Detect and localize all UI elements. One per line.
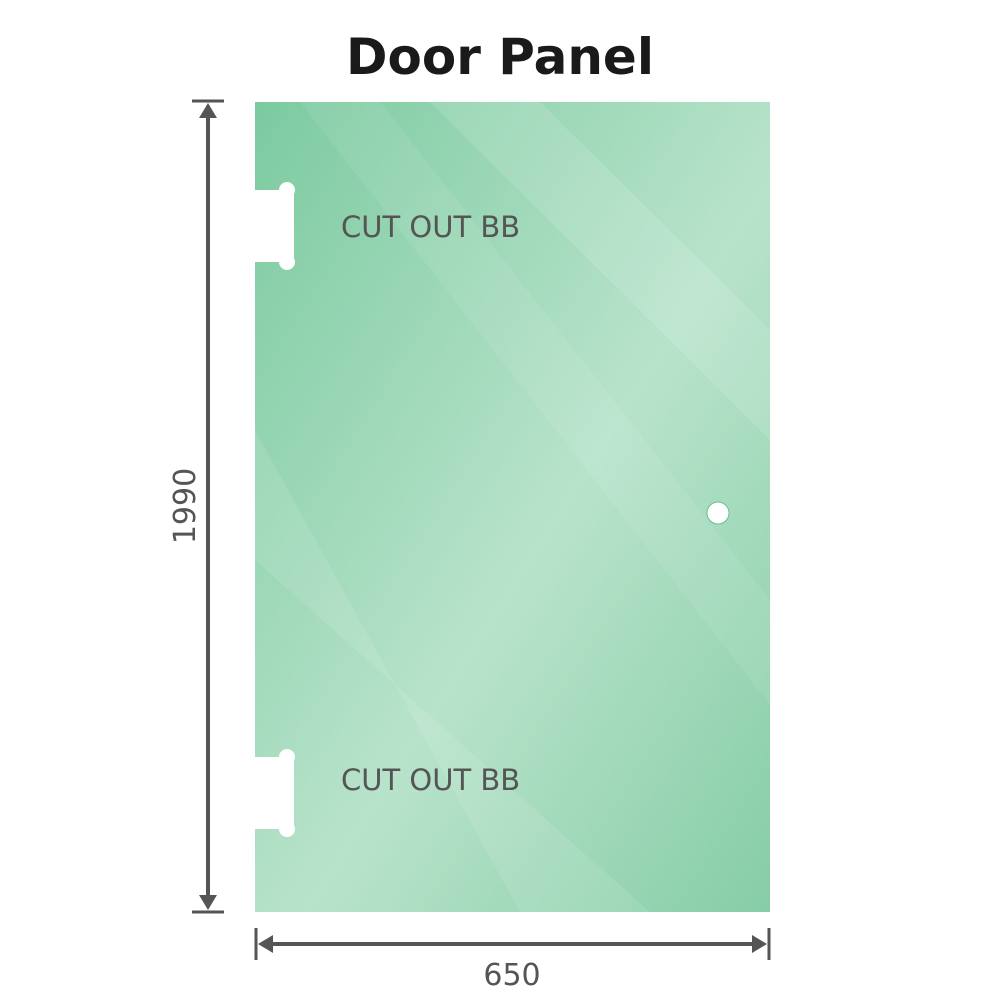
glass-panel (255, 102, 770, 912)
width-label: 650 (483, 958, 540, 993)
width-dimension-arrow (254, 928, 771, 960)
diagram-title: Door Panel (346, 28, 654, 86)
cutout-top-label: CUT OUT BB (341, 210, 520, 244)
cutout-top (250, 182, 295, 270)
height-label: 1990 (168, 468, 203, 544)
cutout-bottom-label: CUT OUT BB (341, 763, 520, 797)
handle-hole (706, 501, 730, 525)
cutout-bottom (250, 749, 295, 837)
height-dimension-arrow (192, 99, 224, 914)
